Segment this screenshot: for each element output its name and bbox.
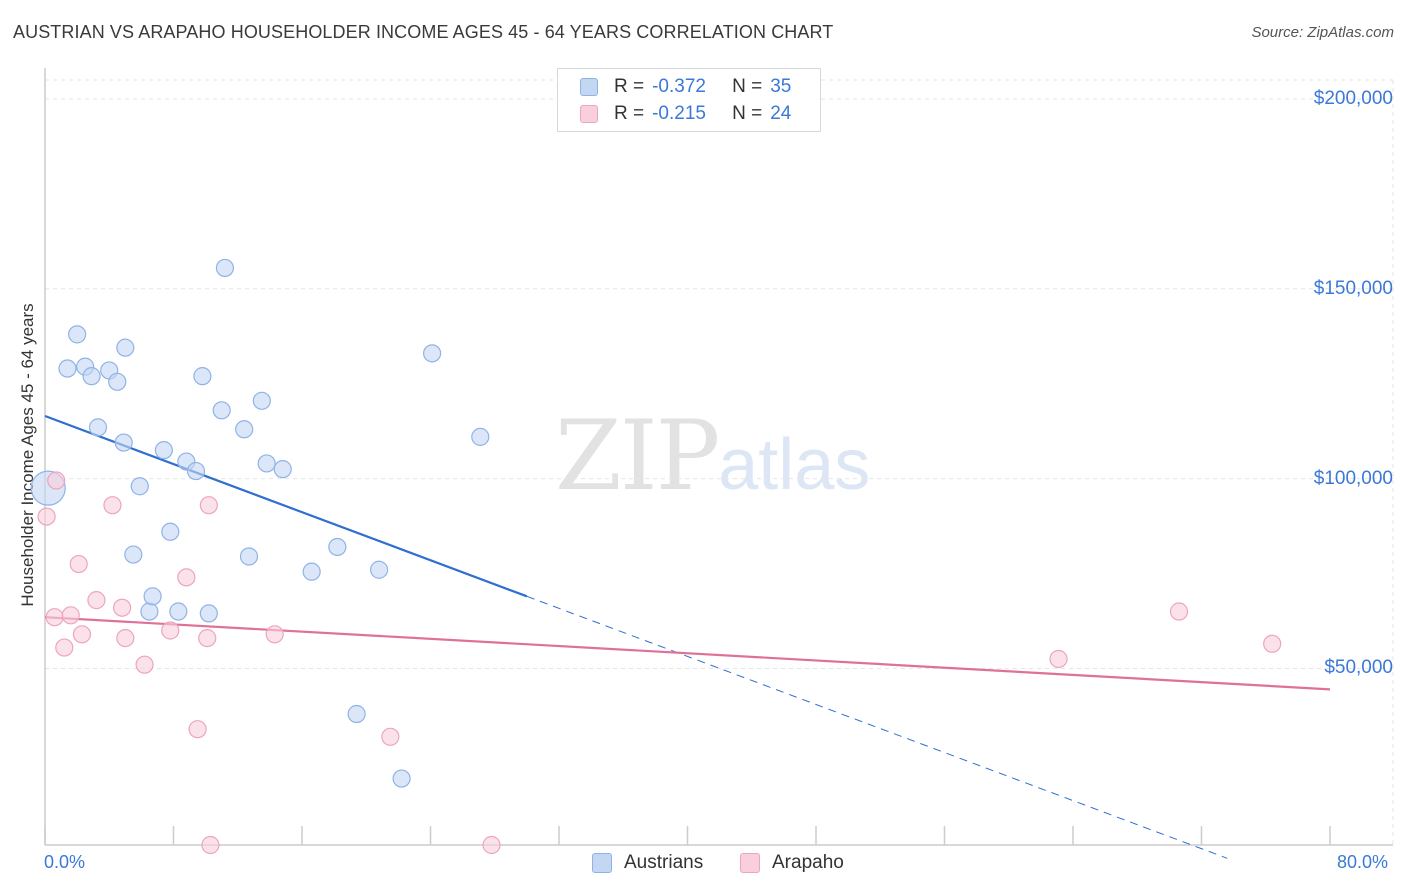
y-tick-label: $150,000 bbox=[1313, 277, 1393, 299]
austrians-n-value: 35 bbox=[770, 76, 792, 97]
austrians-r-value: -0.372 bbox=[652, 76, 706, 97]
austrians-point bbox=[257, 454, 276, 473]
watermark-atlas: atlas bbox=[718, 425, 871, 505]
austrians-swatch bbox=[580, 78, 598, 96]
arapaho-point bbox=[87, 591, 106, 610]
austrians-point bbox=[124, 545, 143, 564]
n-label: N = bbox=[732, 103, 763, 124]
y-tick-label: $50,000 bbox=[1324, 657, 1393, 679]
axes bbox=[44, 68, 1393, 846]
arapaho-point bbox=[177, 568, 196, 587]
austrians-point bbox=[273, 460, 292, 479]
austrians-point bbox=[82, 367, 101, 386]
arapaho-point bbox=[55, 638, 74, 657]
austrians-point bbox=[392, 769, 411, 788]
legend-row-arapaho: R = -0.215 N = 24 bbox=[580, 102, 791, 126]
arapaho-point bbox=[69, 554, 88, 574]
austrians-point bbox=[215, 258, 234, 278]
austrians-point bbox=[239, 547, 259, 566]
y-tick-label: $100,000 bbox=[1313, 467, 1393, 489]
austrians-point bbox=[302, 562, 321, 581]
arapaho-swatch bbox=[740, 853, 760, 873]
austrians-swatch bbox=[592, 853, 612, 873]
austrians-point bbox=[68, 325, 87, 344]
arapaho-point bbox=[103, 496, 122, 515]
austrians-point bbox=[199, 604, 218, 623]
austrians-point bbox=[193, 367, 212, 386]
austrians-point bbox=[88, 418, 108, 437]
chart-title: AUSTRIAN VS ARAPAHO HOUSEHOLDER INCOME A… bbox=[13, 22, 834, 42]
x-tick-label-max: 80.0% bbox=[1337, 852, 1389, 872]
data-points bbox=[30, 258, 1282, 855]
austrians-point bbox=[58, 359, 77, 378]
y-tick-label: $200,000 bbox=[1313, 87, 1393, 109]
arapaho-point bbox=[45, 608, 64, 627]
r-label: R = bbox=[614, 103, 645, 124]
legend-row-austrians: R = -0.372 N = 35 bbox=[580, 75, 791, 99]
austrians-label: Austrians bbox=[624, 852, 704, 873]
r-label: R = bbox=[614, 76, 645, 97]
austrians-point bbox=[143, 587, 162, 606]
watermark-zip: ZIP bbox=[555, 400, 720, 512]
arapaho-n-value: 24 bbox=[770, 103, 792, 124]
austrians-point bbox=[235, 420, 254, 439]
austrians-point bbox=[161, 522, 180, 541]
austrians-point bbox=[212, 401, 231, 420]
arapaho-point bbox=[161, 621, 180, 640]
austrians-point bbox=[130, 477, 149, 496]
austrians-point bbox=[169, 602, 188, 621]
austrians-point bbox=[252, 391, 271, 410]
arapaho-point bbox=[61, 606, 80, 625]
arapaho-label: Arapaho bbox=[772, 852, 844, 873]
arapaho-point bbox=[116, 628, 135, 648]
arapaho-point bbox=[199, 496, 218, 515]
series-legend: Austrians Arapaho bbox=[0, 852, 1406, 878]
austrians-point bbox=[108, 372, 127, 391]
arapaho-point bbox=[1263, 634, 1282, 653]
trend-lines bbox=[44, 414, 1331, 859]
arapaho-point bbox=[47, 471, 66, 490]
x-tick-label-min: 0.0% bbox=[44, 852, 86, 872]
arapaho-point bbox=[72, 625, 92, 644]
austrians-point bbox=[116, 338, 135, 357]
arapaho-point bbox=[381, 727, 400, 746]
arapaho-point bbox=[482, 835, 501, 855]
austrians-point bbox=[186, 461, 206, 481]
source-label: Source: ZipAtlas.com bbox=[1251, 24, 1394, 41]
austrians-point bbox=[370, 560, 389, 579]
n-label: N = bbox=[732, 76, 763, 97]
arapaho-point bbox=[112, 598, 132, 617]
stats-legend: R = -0.372 N = 35 R = -0.215 N = 24 bbox=[557, 68, 821, 132]
arapaho-trend-line bbox=[44, 616, 1331, 691]
grid-lines bbox=[45, 79, 1394, 845]
arapaho-point bbox=[201, 835, 220, 855]
arapaho-r-value: -0.215 bbox=[652, 103, 706, 124]
austrians-point bbox=[347, 704, 366, 724]
arapaho-point bbox=[198, 628, 217, 648]
arapaho-point bbox=[1169, 602, 1189, 621]
arapaho-point bbox=[265, 625, 284, 644]
legend-item-austrians[interactable]: Austrians bbox=[592, 852, 703, 874]
austrians-point bbox=[423, 344, 442, 363]
arapaho-point bbox=[188, 720, 207, 739]
austrians-point bbox=[154, 441, 173, 460]
austrians-point bbox=[471, 427, 490, 446]
austrians-point bbox=[328, 537, 347, 557]
austrians-point bbox=[140, 602, 159, 621]
arapaho-swatch bbox=[580, 105, 598, 123]
arapaho-point bbox=[37, 507, 56, 526]
arapaho-point bbox=[135, 655, 154, 674]
watermark: ZIPatlas bbox=[555, 400, 870, 512]
arapaho-point bbox=[1049, 649, 1068, 669]
legend-item-arapaho[interactable]: Arapaho bbox=[740, 852, 844, 874]
austrians-point bbox=[114, 433, 133, 452]
austrians-trend-extension bbox=[526, 595, 1228, 859]
